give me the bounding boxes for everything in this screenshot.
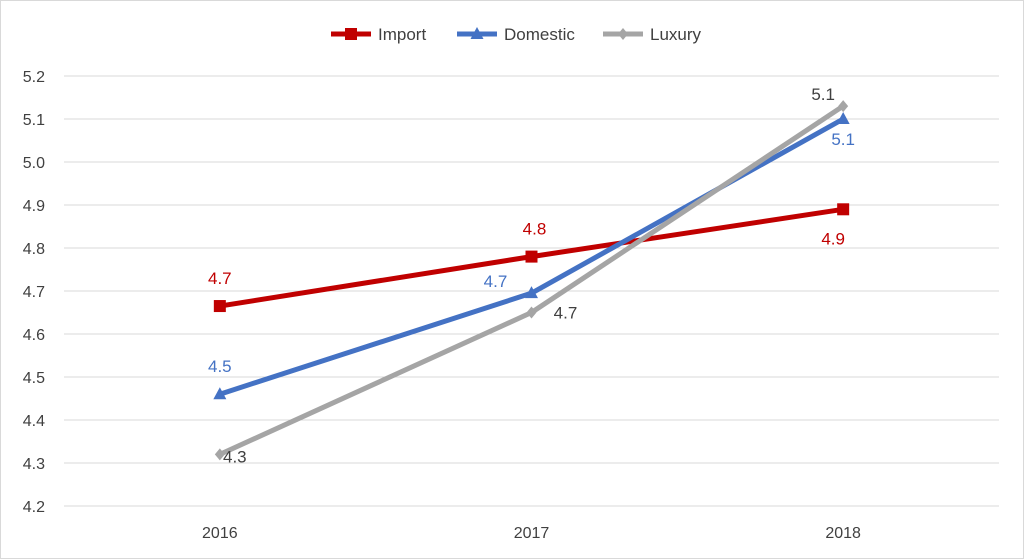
y-tick-label: 4.6 [23, 327, 45, 344]
triangle-marker [836, 112, 850, 124]
diamond-marker [526, 306, 537, 319]
x-tick-label: 2016 [202, 525, 238, 542]
data-label: 5.1 [811, 85, 835, 104]
square-marker [213, 300, 226, 313]
x-axis-ticks: 2016 2017 2018 [202, 525, 861, 542]
diamond-marker [838, 100, 849, 113]
y-tick-label: 4.3 [23, 456, 45, 473]
series-group [213, 100, 850, 461]
legend-item: Domestic [457, 25, 575, 44]
data-label: 4.7 [484, 272, 508, 291]
diamond-marker [214, 448, 225, 461]
legend-item: Import [331, 25, 426, 44]
diamond-marker [618, 28, 628, 40]
y-tick-label: 4.5 [23, 370, 45, 387]
data-labels: 4.7 4.8 4.9 4.5 4.7 5.1 4.3 4.7 5.1 [208, 85, 855, 466]
legend-label: Import [378, 25, 426, 44]
series-import [213, 203, 850, 313]
legend-label: Domestic [504, 25, 575, 44]
y-tick-label: 5.1 [23, 112, 45, 129]
data-label: 4.5 [208, 357, 232, 376]
y-tick-label: 4.7 [23, 284, 45, 301]
y-tick-label: 4.9 [23, 198, 45, 215]
y-axis-ticks: 4.2 4.3 4.4 4.5 4.6 4.7 4.8 4.9 5.0 5.1 5.2 [23, 69, 45, 516]
series-luxury [214, 100, 849, 461]
square-marker [837, 203, 850, 216]
y-tick-label: 5.2 [23, 69, 45, 86]
x-tick-label: 2018 [825, 525, 861, 542]
triangle-marker [525, 286, 538, 299]
data-label: 4.7 [208, 269, 232, 288]
data-label: 4.8 [523, 220, 547, 239]
square-marker [525, 250, 538, 263]
triangle-marker [213, 387, 227, 400]
triangle-marker [470, 27, 484, 39]
x-tick-label: 2017 [514, 525, 550, 542]
legend-label: Luxury [650, 25, 702, 44]
data-label: 4.3 [223, 447, 247, 466]
data-label: 5.1 [831, 130, 855, 149]
legend: Import Domestic Luxury [331, 25, 702, 44]
y-tick-label: 5.0 [23, 155, 45, 172]
y-tick-label: 4.8 [23, 241, 45, 258]
square-marker [345, 28, 357, 40]
legend-item: Luxury [603, 25, 702, 44]
y-tick-label: 4.4 [23, 413, 45, 430]
data-label: 4.7 [554, 304, 578, 323]
data-label: 4.9 [821, 229, 845, 248]
series-line [217, 103, 846, 457]
y-tick-label: 4.2 [23, 499, 45, 516]
